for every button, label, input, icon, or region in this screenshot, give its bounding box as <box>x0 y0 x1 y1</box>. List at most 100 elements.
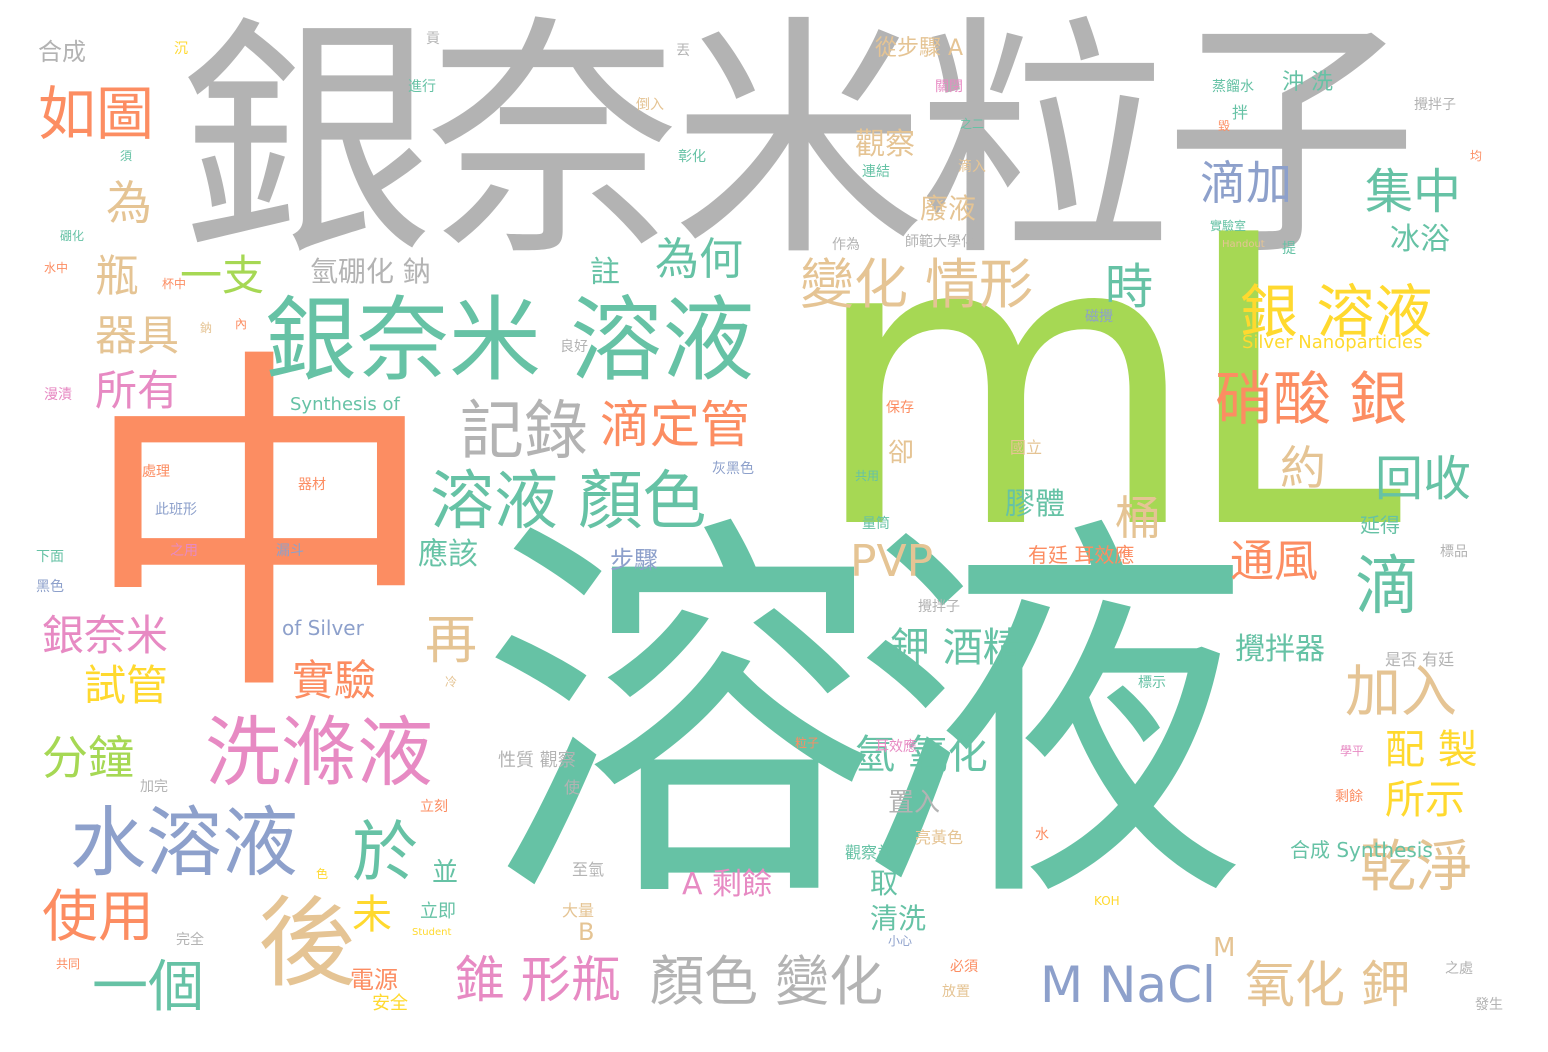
cloud-word: 水 <box>1035 827 1049 843</box>
cloud-word: 彰化 <box>678 149 706 165</box>
cloud-word: mL <box>810 152 1402 617</box>
cloud-word: 步驟 <box>610 546 658 574</box>
cloud-word: Student <box>412 927 452 938</box>
cloud-word: 放置 <box>942 984 970 1000</box>
cloud-word: 亮黃色 <box>915 828 964 847</box>
cloud-word: 一支 <box>180 251 265 300</box>
cloud-word: 作為 <box>832 237 860 253</box>
cloud-word: 連結 <box>862 164 890 180</box>
cloud-word: 器具 <box>95 311 180 360</box>
cloud-word: 所有 <box>95 366 180 415</box>
cloud-word: 貢 <box>426 31 440 47</box>
cloud-word: 所示 <box>1385 777 1465 823</box>
cloud-word: 從步驟 A <box>875 36 964 61</box>
cloud-word: 蒸餾水 <box>1212 79 1254 95</box>
cloud-word: 鉀 酒精 <box>890 625 1023 671</box>
cloud-word: 後 <box>258 887 357 1001</box>
cloud-word: 註 <box>590 255 620 290</box>
cloud-word: 滴定管 <box>600 396 750 454</box>
cloud-word: 性質 觀察 <box>498 750 576 771</box>
cloud-word: 再 <box>425 611 478 671</box>
cloud-word: 觀察並 <box>845 843 894 862</box>
cloud-word: 良好 <box>560 339 588 355</box>
cloud-word: 器材 <box>298 477 326 493</box>
cloud-word: 關閉 <box>935 79 963 95</box>
cloud-word: 拌 <box>1232 103 1249 122</box>
cloud-word: PVP <box>850 536 934 587</box>
cloud-word: 加入 <box>1345 660 1457 725</box>
cloud-word: KOH <box>1094 894 1120 908</box>
cloud-word: 有廷 耳效應 <box>1028 543 1135 567</box>
cloud-word: 鈉 <box>200 321 213 335</box>
cloud-word: 一個 <box>92 955 204 1020</box>
cloud-word: 分鐘 <box>42 731 134 785</box>
cloud-word: 大量 <box>562 901 595 920</box>
cloud-word: 氧化 鉀 <box>1245 956 1411 1014</box>
cloud-word: 瓶 <box>95 251 139 302</box>
cloud-word: 洗滌液 <box>205 708 433 797</box>
cloud-word: 變化 情形 <box>800 253 1034 316</box>
cloud-word: 須 <box>120 149 133 163</box>
cloud-word: 安全 <box>372 993 408 1014</box>
cloud-word: 水溶液 <box>70 798 298 887</box>
cloud-word: 之處 <box>1445 961 1473 977</box>
cloud-word: 延得 <box>1360 513 1400 537</box>
cloud-word: 下面 <box>36 549 64 565</box>
cloud-word: 使 <box>564 778 581 797</box>
cloud-word: 集中 <box>1365 164 1462 220</box>
cloud-word: 內 <box>235 317 248 331</box>
cloud-word: 共同 <box>56 957 81 971</box>
cloud-word: 發生 <box>1475 997 1503 1013</box>
cloud-word: 共用 <box>855 469 880 483</box>
cloud-word: Silver Nanoparticles <box>1242 332 1423 353</box>
cloud-word: 冷 <box>445 675 458 689</box>
cloud-word: 攪拌子 <box>918 599 960 615</box>
cloud-word: 師範大學化 <box>905 234 975 250</box>
cloud-word: of Silver <box>282 616 364 640</box>
cloud-word: 中 <box>80 320 440 739</box>
cloud-word: 銀奈米粒子 <box>180 0 1418 290</box>
cloud-word: 未 <box>352 892 392 938</box>
cloud-word: 回收 <box>1375 451 1472 507</box>
cloud-word: 攪拌器 <box>1235 632 1325 667</box>
cloud-word: 漫漬 <box>44 387 72 403</box>
cloud-word: 為 <box>106 176 152 230</box>
cloud-word: 必須 <box>950 959 978 975</box>
cloud-word: 並 <box>432 858 459 888</box>
cloud-word: 置入 <box>888 788 941 818</box>
cloud-word: 漏斗 <box>276 543 304 559</box>
cloud-word: 小心 <box>888 934 913 948</box>
cloud-word: 約 <box>1280 441 1326 495</box>
cloud-word: 至氫 <box>572 860 605 879</box>
cloud-word: 氫硼化 鈉 <box>310 255 431 288</box>
cloud-word: Handout <box>1222 239 1265 250</box>
cloud-word: 應該 <box>418 537 478 572</box>
cloud-word: 試管 <box>84 661 169 710</box>
cloud-word: 磁攪 <box>1085 309 1113 325</box>
cloud-word: 此班形 <box>155 502 197 518</box>
cloud-word: 冰浴 <box>1390 222 1450 257</box>
cloud-word: 錐 形瓶 <box>455 951 621 1009</box>
cloud-word: 氫 氧化 <box>855 732 988 778</box>
cloud-word: 沉 <box>174 41 188 57</box>
cloud-word: 實驗室 <box>1210 219 1247 233</box>
cloud-word: 標品 <box>1440 544 1468 560</box>
cloud-word: 銀 溶液 <box>1240 278 1433 346</box>
cloud-word: 溶液 顏色 <box>430 465 707 539</box>
cloud-word: 均 <box>1470 149 1483 163</box>
cloud-word: 記錄 <box>460 395 588 469</box>
cloud-word: 灰黑色 <box>712 461 754 477</box>
cloud-word: 色 <box>316 867 329 881</box>
cloud-word: 之二 <box>960 117 985 131</box>
cloud-word: 於 <box>352 814 418 891</box>
cloud-word: 配 製 <box>1385 727 1478 773</box>
cloud-word: 杯中 <box>162 277 187 291</box>
cloud-word: 水中 <box>44 261 69 275</box>
cloud-word: 耳效應 <box>875 739 917 755</box>
cloud-word: 粒子 <box>795 736 820 750</box>
cloud-word: B <box>578 918 595 946</box>
cloud-word: 合成 <box>38 38 86 66</box>
cloud-word: 加完 <box>140 779 168 795</box>
cloud-word: M NaCl <box>1040 956 1216 1014</box>
cloud-word: 清洗 <box>870 902 927 935</box>
